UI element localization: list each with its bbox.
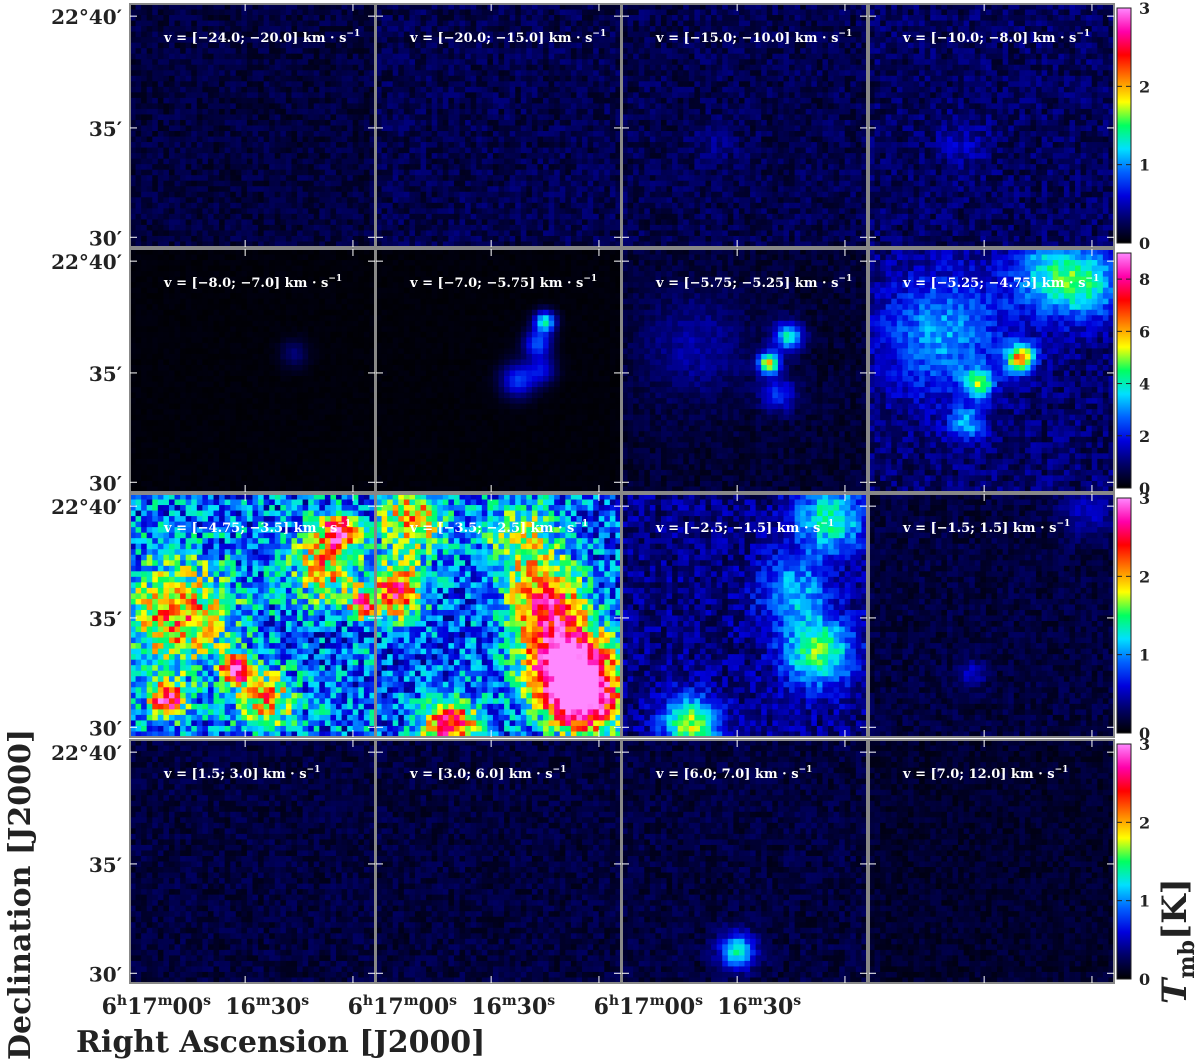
colorbar-title: Tmb[K]	[1155, 878, 1200, 1004]
colorbar-tick-label: 4	[1139, 375, 1150, 394]
colorbar-tick-label: 2	[1139, 567, 1150, 586]
x-tick-label: 6h17m00s	[102, 993, 212, 1020]
velocity-label: v = [1.5; 3.0] km · s−1	[163, 765, 320, 782]
colorbar-tick-label: 6	[1139, 322, 1150, 341]
colorbar-tick-label: 3	[1139, 0, 1150, 18]
velocity-label: v = [−10.0; −8.0] km · s−1	[902, 29, 1090, 46]
colorbar-tick-label: 1	[1139, 892, 1150, 911]
y-tick-label: 30′	[89, 716, 122, 740]
velocity-label: v = [−5.75; −5.25] km · s−1	[655, 274, 852, 291]
y-tick-label: 30′	[89, 962, 122, 986]
velocity-label: v = [−1.5; 1.5] km · s−1	[902, 519, 1070, 536]
colorbar-tick-label: 0	[1139, 970, 1150, 989]
colorbar-tick-label: 0	[1139, 234, 1150, 253]
velocity-label: v = [6.0; 7.0] km · s−1	[655, 765, 812, 782]
velocity-label: v = [−7.0; −5.75] km · s−1	[409, 274, 597, 291]
channel-panel: v = [−24.0; −20.0] km · s−1	[130, 4, 376, 248]
colorbar-tick-label: 8	[1139, 270, 1150, 289]
channel-panel: v = [−10.0; −8.0] km · s−1	[869, 4, 1115, 248]
y-tick-label: 35′	[89, 362, 122, 386]
velocity-label: v = [−5.25; −4.75] km · s−1	[902, 274, 1099, 291]
channel-panel: v = [7.0; 12.0] km · s−1	[869, 740, 1115, 984]
colorbar-tick-label: 2	[1139, 427, 1150, 446]
colorbar-tick-label: 2	[1139, 813, 1150, 832]
panel-grid: v = [−24.0; −20.0] km · s−1 v = [−20.0; −…	[130, 4, 1115, 984]
x-tick-label: 6h17m00s	[348, 993, 458, 1020]
channel-panel: v = [−4.75; −3.5] km · s−1	[130, 494, 376, 738]
y-tick-label: 22°40′	[51, 5, 122, 29]
colorbar: 0 1 2 3	[1117, 735, 1150, 989]
colorbar-tick-label: 1	[1139, 646, 1150, 665]
velocity-label: v = [−20.0; −15.0] km · s−1	[409, 29, 606, 46]
channel-panel: v = [−1.5; 1.5] km · s−1	[869, 494, 1115, 738]
colorbar-tick-label: 2	[1139, 77, 1150, 96]
channel-panel: v = [3.0; 6.0] km · s−1	[376, 740, 622, 984]
velocity-label: v = [−15.0; −10.0] km · s−1	[655, 29, 852, 46]
channel-panel: v = [−3.5; −2.5] km · s−1	[376, 494, 622, 738]
y-tick-label: 35′	[89, 607, 122, 631]
x-tick-label: 16m30s	[471, 993, 555, 1020]
velocity-label: v = [−4.75; −3.5] km · s−1	[163, 519, 351, 536]
channel-panel: v = [−7.0; −5.75] km · s−1	[376, 249, 622, 493]
y-tick-label: 30′	[89, 226, 122, 250]
channel-panel: v = [−5.75; −5.25] km · s−1	[622, 249, 868, 493]
x-tick-label: 16m30s	[717, 993, 801, 1020]
y-axis-title: Declination [J2000]	[3, 729, 38, 1060]
colorbar: 0 1 2 3	[1117, 0, 1150, 253]
y-tick-label: 22°40′	[51, 250, 122, 274]
channel-panel: v = [−5.25; −4.75] km · s−1	[869, 249, 1115, 493]
velocity-label: v = [−2.5; −1.5] km · s−1	[655, 519, 834, 536]
y-tick-label: 22°40′	[51, 741, 122, 765]
y-tick-label: 35′	[89, 853, 122, 877]
channel-panel: v = [−15.0; −10.0] km · s−1	[622, 4, 868, 248]
channel-panel: v = [−8.0; −7.0] km · s−1	[130, 249, 376, 493]
velocity-label: v = [3.0; 6.0] km · s−1	[409, 765, 566, 782]
x-axis-title: Right Ascension [J2000]	[76, 1025, 485, 1060]
x-tick-label: 16m30s	[225, 993, 309, 1020]
channel-panel: v = [−2.5; −1.5] km · s−1	[622, 494, 868, 738]
colorbar-tick-label: 1	[1139, 156, 1150, 175]
velocity-label: v = [7.0; 12.0] km · s−1	[902, 765, 1068, 782]
x-tick-label: 6h17m00s	[594, 993, 704, 1020]
y-tick-label: 35′	[89, 117, 122, 141]
colorbar-tick-label: 3	[1139, 489, 1150, 508]
channel-panel: v = [6.0; 7.0] km · s−1	[622, 740, 868, 984]
channel-panel: v = [−20.0; −15.0] km · s−1	[376, 4, 622, 248]
channel-panel: v = [1.5; 3.0] km · s−1	[130, 740, 376, 984]
y-tick-label: 30′	[89, 471, 122, 495]
velocity-label: v = [−24.0; −20.0] km · s−1	[163, 29, 360, 46]
velocity-label: v = [−8.0; −7.0] km · s−1	[163, 274, 342, 291]
y-tick-label: 22°40′	[51, 495, 122, 519]
velocity-label: v = [−3.5; −2.5] km · s−1	[409, 519, 588, 536]
colorbar-tick-label: 3	[1139, 735, 1150, 754]
